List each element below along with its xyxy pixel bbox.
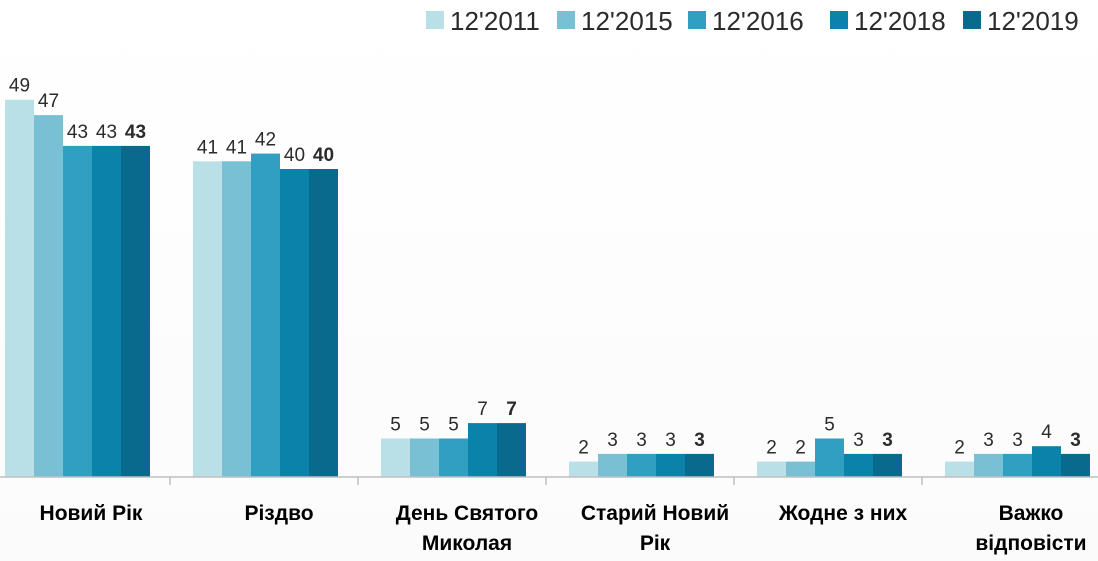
bar-0-3	[92, 145, 121, 477]
bar-1-0	[193, 161, 222, 478]
category-label-2: День Святого Миколая	[396, 502, 539, 555]
bars	[5, 99, 1090, 478]
category-label-4: Жодне з них	[778, 502, 908, 525]
value-label-1-3: 40	[284, 145, 305, 166]
value-label-4-1: 2	[795, 438, 806, 459]
bar-2-3	[468, 423, 497, 477]
bar-2-4	[497, 423, 526, 477]
bar-4-2	[815, 438, 844, 477]
bar-5-0	[945, 461, 974, 477]
legend-label-4: 12'2019	[987, 6, 1079, 36]
value-label-2-2: 5	[448, 415, 459, 436]
bar-4-0	[757, 461, 786, 477]
legend-label-2: 12'2016	[712, 6, 804, 36]
legend-swatch-3	[830, 11, 848, 29]
value-label-5-2: 3	[1012, 430, 1023, 451]
value-label-2-0: 5	[390, 415, 401, 436]
bar-4-3	[844, 453, 873, 477]
legend-label-0: 12'2011	[450, 6, 540, 36]
value-label-0-0: 49	[9, 76, 30, 97]
value-label-5-1: 3	[983, 430, 994, 451]
bar-5-2	[1003, 453, 1032, 477]
value-label-2-1: 5	[419, 415, 430, 436]
legend-swatch-0	[426, 11, 444, 29]
legend-item-4: 12'2019	[963, 6, 1079, 36]
category-label-0: Новий Рік	[40, 502, 143, 525]
category-label-1: Різдво	[244, 502, 313, 525]
legend-item-2: 12'2016	[688, 6, 804, 36]
bar-2-2	[439, 438, 468, 477]
legend-swatch-1	[557, 11, 575, 29]
bar-1-2	[251, 153, 280, 477]
bar-5-1	[974, 453, 1003, 477]
bar-4-1	[786, 461, 815, 477]
category-label-5: Важко відповісти	[975, 502, 1086, 555]
bar-3-1	[598, 453, 627, 477]
bar-0-4	[121, 145, 150, 477]
value-label-3-0: 2	[578, 438, 589, 459]
bar-4-4	[873, 453, 902, 477]
bar-1-1	[222, 161, 251, 478]
legend-item-0: 12'2011	[426, 6, 540, 36]
bar-5-3	[1032, 446, 1061, 477]
value-label-1-0: 41	[197, 137, 218, 158]
category-labels: Новий Рік Різдво День Святого Миколая Старий…	[40, 502, 1087, 555]
bar-3-2	[627, 453, 656, 477]
value-label-4-0: 2	[766, 438, 777, 459]
bar-5-4	[1061, 453, 1090, 477]
legend-swatch-4	[963, 11, 981, 29]
bar-2-1	[410, 438, 439, 477]
value-label-2-3: 7	[477, 399, 488, 420]
bar-3-0	[569, 461, 598, 477]
bar-3-4	[685, 453, 714, 477]
x-axis	[0, 476, 1098, 485]
value-label-4-2: 5	[824, 415, 835, 436]
bar-0-0	[5, 99, 34, 477]
legend-label-1: 12'2015	[581, 6, 673, 36]
legend-item-1: 12'2015	[557, 6, 673, 36]
legend-label-3: 12'2018	[854, 6, 946, 36]
value-label-0-2: 43	[67, 122, 88, 143]
value-label-5-3: 4	[1041, 422, 1052, 443]
bar-3-3	[656, 453, 685, 477]
value-label-2-4: 7	[506, 399, 517, 420]
value-label-1-1: 41	[226, 137, 247, 158]
value-label-0-3: 43	[96, 122, 117, 143]
value-label-1-4: 40	[313, 145, 334, 166]
value-label-0-4: 43	[125, 122, 146, 143]
legend-swatch-2	[688, 11, 706, 29]
bar-1-3	[280, 169, 309, 477]
value-label-0-1: 47	[38, 91, 59, 112]
legend: 12'2011 12'2015 12'2016 12'2018 12'2019	[426, 6, 1079, 36]
value-label-3-3: 3	[665, 430, 676, 451]
value-label-5-4: 3	[1070, 430, 1081, 451]
value-label-5-0: 2	[954, 438, 965, 459]
value-label-4-3: 3	[853, 430, 864, 451]
value-label-3-2: 3	[636, 430, 647, 451]
bar-1-4	[309, 169, 338, 477]
value-label-3-4: 3	[694, 430, 705, 451]
legend-item-3: 12'2018	[830, 6, 946, 36]
bar-2-0	[381, 438, 410, 477]
value-label-4-4: 3	[882, 430, 893, 451]
bar-0-1	[34, 115, 63, 477]
value-label-1-2: 42	[255, 130, 276, 151]
bar-0-2	[63, 145, 92, 477]
value-label-3-1: 3	[607, 430, 618, 451]
category-label-3: Старий Новий Рік	[581, 502, 729, 555]
